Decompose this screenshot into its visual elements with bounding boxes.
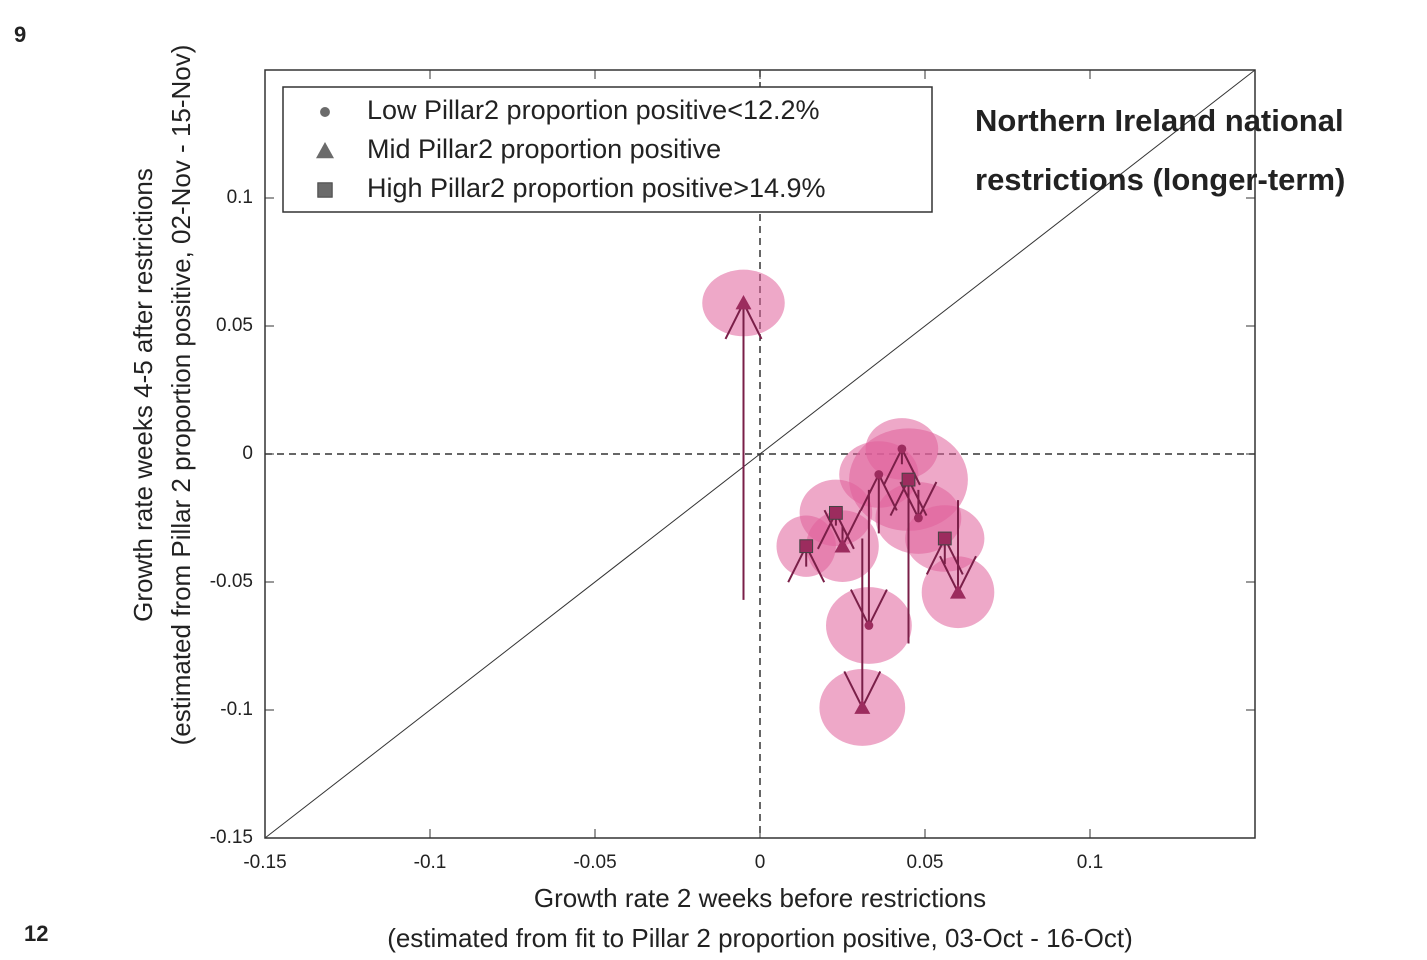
legend-marker — [316, 142, 334, 159]
slide-label: 9 — [14, 22, 26, 47]
marker — [897, 444, 907, 454]
plot-frame — [264, 69, 1256, 839]
legend-label: Mid Pillar2 proportion positive — [367, 134, 721, 164]
x-axis-label: Growth rate 2 weeks before restrictions — [534, 883, 986, 913]
legend-box — [282, 86, 933, 213]
y-tick-label: 0 — [242, 443, 253, 464]
marker — [950, 584, 966, 599]
legend-label: Low Pillar2 proportion positive<12.2% — [367, 95, 820, 125]
annotation: Northern Ireland national — [975, 103, 1344, 138]
marker — [914, 513, 923, 523]
marker — [901, 472, 916, 487]
legend-marker — [317, 182, 333, 198]
y-axis-label: (estimated from Pillar 2 proportion posi… — [166, 45, 196, 746]
footer-label: 12 — [24, 921, 48, 946]
x-axis-label: (estimated from fit to Pillar 2 proporti… — [387, 923, 1133, 953]
change-arrow — [724, 300, 763, 600]
marker — [834, 538, 851, 553]
legend-label: High Pillar2 proportion positive>14.9% — [367, 173, 826, 203]
y-tick-label: -0.1 — [220, 699, 253, 720]
x-tick-label: -0.15 — [243, 852, 286, 873]
marker — [864, 621, 874, 630]
x-tick-label: 0 — [755, 852, 766, 873]
x-tick-label: -0.1 — [414, 852, 447, 873]
marker — [735, 294, 752, 310]
marker — [854, 699, 871, 714]
marker — [937, 531, 952, 546]
annotation: restrictions (longer-term) — [975, 162, 1345, 197]
marker — [874, 470, 884, 479]
legend-marker — [320, 107, 330, 117]
marker — [799, 539, 814, 554]
x-tick-label: 0.05 — [907, 852, 944, 873]
y-tick-label: -0.15 — [210, 827, 253, 848]
marker — [829, 505, 843, 520]
y-tick-label: 0.05 — [216, 315, 253, 336]
y-axis-label: Growth rate weeks 4-5 after restrictions — [128, 168, 158, 622]
y-tick-label: -0.05 — [210, 571, 253, 592]
legend: Low Pillar2 proportion positive<12.2% Mid… — [282, 86, 933, 213]
y-tick-label: 0.1 — [227, 187, 253, 208]
x-tick-label: -0.05 — [573, 852, 616, 873]
x-tick-label: 0.1 — [1077, 852, 1103, 873]
